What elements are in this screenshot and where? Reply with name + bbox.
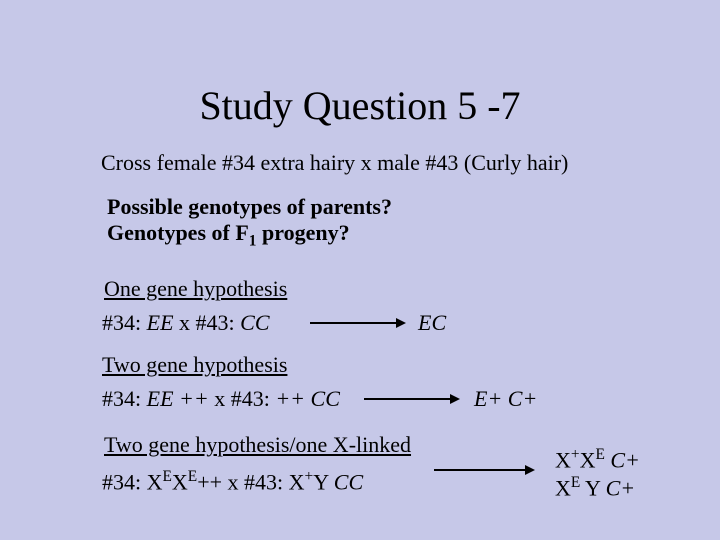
- question-1: Possible genotypes of parents?: [107, 194, 392, 220]
- hyp3-result-male: XE Y C+: [555, 474, 635, 501]
- r3b-3: C+: [606, 475, 636, 500]
- r3a-3: C+: [605, 447, 640, 472]
- r3a-s1: +: [571, 446, 580, 463]
- hyp3-cross: #34: XEXE++ x #43: X+Y CC: [102, 468, 363, 495]
- hyp3-heading: Two gene hypothesis/one X-linked: [104, 432, 411, 458]
- hyp3-result-female: X+XE C+: [555, 446, 640, 473]
- hyp2-heading: Two gene hypothesis: [102, 352, 287, 378]
- h2-d: ++ CC: [275, 386, 340, 411]
- hyp1-heading: One gene hypothesis: [104, 276, 287, 302]
- r3b-s1: E: [571, 474, 580, 491]
- hyp2-result: E+ C+: [474, 386, 537, 412]
- arrow-icon: [432, 462, 537, 478]
- r3a-s2: E: [595, 446, 604, 463]
- h1-c: x #43:: [174, 310, 241, 335]
- q2-part-b: progeny?: [256, 220, 349, 245]
- h3-sup3: +: [305, 468, 314, 485]
- q2-part-a: Genotypes of F: [107, 220, 249, 245]
- h3-d: Y: [313, 469, 334, 494]
- hyp1-cross: #34: EE x #43: CC: [102, 310, 270, 336]
- r3b-2: Y: [580, 475, 605, 500]
- h2-c: x #43:: [209, 386, 276, 411]
- h3-a: #34: X: [102, 469, 163, 494]
- h3-e: CC: [334, 469, 363, 494]
- arrow-icon: [362, 391, 462, 407]
- h3-sup2: E: [188, 468, 197, 485]
- arrow-icon: [308, 315, 408, 331]
- r3a-1: X: [555, 447, 571, 472]
- hyp1-result: EC: [418, 310, 446, 336]
- question-2: Genotypes of F1 progeny?: [107, 220, 350, 250]
- h3-b: X: [172, 469, 188, 494]
- h3-c: ++ x #43: X: [197, 469, 304, 494]
- h3-sup1: E: [163, 468, 172, 485]
- h1-b: EE: [147, 310, 174, 335]
- h1-a: #34:: [102, 310, 147, 335]
- slide-title: Study Question 5 -7: [0, 82, 720, 129]
- hyp2-cross: #34: EE ++ x #43: ++ CC: [102, 386, 340, 412]
- h2-a: #34:: [102, 386, 147, 411]
- h2-b: EE ++: [147, 386, 209, 411]
- r3a-2: X: [580, 447, 596, 472]
- h1-d: CC: [240, 310, 269, 335]
- cross-description: Cross female #34 extra hairy x male #43 …: [101, 150, 568, 176]
- r3b-1: X: [555, 475, 571, 500]
